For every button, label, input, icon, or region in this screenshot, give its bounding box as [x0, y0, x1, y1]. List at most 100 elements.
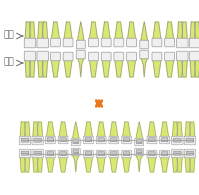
- FancyBboxPatch shape: [165, 52, 175, 61]
- FancyBboxPatch shape: [152, 52, 162, 61]
- Polygon shape: [161, 122, 169, 137]
- FancyBboxPatch shape: [60, 138, 66, 142]
- FancyBboxPatch shape: [84, 136, 93, 144]
- FancyBboxPatch shape: [19, 149, 31, 158]
- FancyBboxPatch shape: [152, 38, 162, 47]
- Polygon shape: [77, 58, 84, 77]
- FancyBboxPatch shape: [47, 152, 54, 156]
- Polygon shape: [20, 122, 25, 137]
- FancyBboxPatch shape: [184, 149, 196, 158]
- Text: 下顎: 下顎: [3, 58, 14, 66]
- FancyBboxPatch shape: [160, 136, 170, 144]
- FancyBboxPatch shape: [73, 150, 79, 154]
- Polygon shape: [90, 60, 98, 77]
- Polygon shape: [97, 122, 105, 137]
- Polygon shape: [128, 60, 136, 77]
- FancyBboxPatch shape: [50, 52, 60, 61]
- Polygon shape: [29, 60, 35, 77]
- Polygon shape: [77, 22, 84, 41]
- FancyBboxPatch shape: [140, 50, 149, 59]
- FancyBboxPatch shape: [127, 38, 137, 47]
- FancyBboxPatch shape: [37, 51, 48, 61]
- FancyBboxPatch shape: [123, 152, 130, 156]
- FancyBboxPatch shape: [136, 150, 142, 154]
- FancyBboxPatch shape: [37, 38, 48, 48]
- FancyBboxPatch shape: [34, 138, 41, 142]
- FancyBboxPatch shape: [85, 152, 92, 156]
- Polygon shape: [29, 22, 35, 39]
- FancyBboxPatch shape: [76, 50, 85, 59]
- Polygon shape: [51, 60, 59, 77]
- Polygon shape: [185, 122, 190, 137]
- FancyBboxPatch shape: [98, 138, 104, 142]
- Polygon shape: [148, 122, 156, 137]
- FancyBboxPatch shape: [89, 38, 99, 47]
- FancyBboxPatch shape: [101, 38, 111, 47]
- FancyBboxPatch shape: [84, 150, 93, 158]
- Polygon shape: [178, 22, 183, 39]
- FancyBboxPatch shape: [161, 138, 168, 142]
- Polygon shape: [172, 157, 178, 172]
- FancyBboxPatch shape: [149, 138, 155, 142]
- FancyBboxPatch shape: [32, 136, 43, 145]
- Polygon shape: [123, 122, 131, 137]
- Polygon shape: [20, 157, 25, 172]
- Polygon shape: [33, 157, 38, 172]
- Polygon shape: [166, 22, 174, 39]
- Polygon shape: [194, 60, 199, 77]
- FancyBboxPatch shape: [24, 51, 36, 61]
- FancyBboxPatch shape: [76, 40, 85, 49]
- Polygon shape: [148, 157, 156, 172]
- Polygon shape: [110, 157, 118, 172]
- FancyBboxPatch shape: [189, 38, 199, 48]
- Polygon shape: [25, 22, 30, 39]
- Polygon shape: [194, 22, 199, 39]
- FancyBboxPatch shape: [174, 138, 181, 142]
- Polygon shape: [72, 122, 79, 139]
- FancyBboxPatch shape: [135, 138, 144, 146]
- Polygon shape: [161, 157, 169, 172]
- Polygon shape: [177, 157, 182, 172]
- Polygon shape: [172, 122, 178, 137]
- Polygon shape: [33, 122, 38, 137]
- Polygon shape: [37, 122, 43, 137]
- FancyBboxPatch shape: [21, 151, 29, 155]
- Polygon shape: [90, 22, 98, 39]
- Polygon shape: [85, 157, 93, 172]
- Polygon shape: [190, 60, 196, 77]
- FancyBboxPatch shape: [186, 151, 194, 155]
- FancyBboxPatch shape: [184, 136, 196, 145]
- FancyBboxPatch shape: [114, 38, 124, 47]
- FancyBboxPatch shape: [135, 148, 144, 156]
- Polygon shape: [182, 60, 187, 77]
- FancyBboxPatch shape: [19, 136, 31, 145]
- Polygon shape: [59, 157, 67, 172]
- FancyBboxPatch shape: [140, 40, 149, 49]
- FancyBboxPatch shape: [111, 138, 117, 142]
- Polygon shape: [25, 60, 30, 77]
- Polygon shape: [189, 157, 195, 172]
- FancyBboxPatch shape: [172, 136, 183, 145]
- Polygon shape: [166, 60, 174, 77]
- FancyBboxPatch shape: [63, 38, 73, 47]
- FancyBboxPatch shape: [174, 151, 181, 155]
- FancyBboxPatch shape: [147, 150, 157, 158]
- FancyBboxPatch shape: [89, 52, 99, 61]
- FancyBboxPatch shape: [165, 38, 175, 47]
- FancyBboxPatch shape: [122, 150, 132, 158]
- Text: 上顎: 上顎: [3, 30, 14, 40]
- FancyBboxPatch shape: [21, 138, 29, 142]
- Polygon shape: [51, 22, 59, 39]
- Polygon shape: [185, 157, 190, 172]
- FancyBboxPatch shape: [114, 52, 124, 61]
- Polygon shape: [46, 157, 54, 172]
- FancyBboxPatch shape: [111, 152, 117, 156]
- FancyBboxPatch shape: [58, 136, 68, 144]
- FancyBboxPatch shape: [149, 152, 155, 156]
- Polygon shape: [38, 60, 43, 77]
- FancyBboxPatch shape: [34, 151, 41, 155]
- Polygon shape: [64, 22, 72, 39]
- FancyBboxPatch shape: [71, 148, 80, 156]
- Polygon shape: [128, 22, 136, 39]
- Polygon shape: [37, 157, 43, 172]
